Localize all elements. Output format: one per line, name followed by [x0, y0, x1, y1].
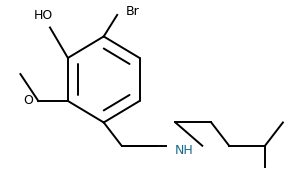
Text: O: O: [23, 94, 33, 107]
Text: Br: Br: [126, 5, 140, 18]
Text: NH: NH: [175, 144, 194, 157]
Text: HO: HO: [34, 9, 53, 22]
